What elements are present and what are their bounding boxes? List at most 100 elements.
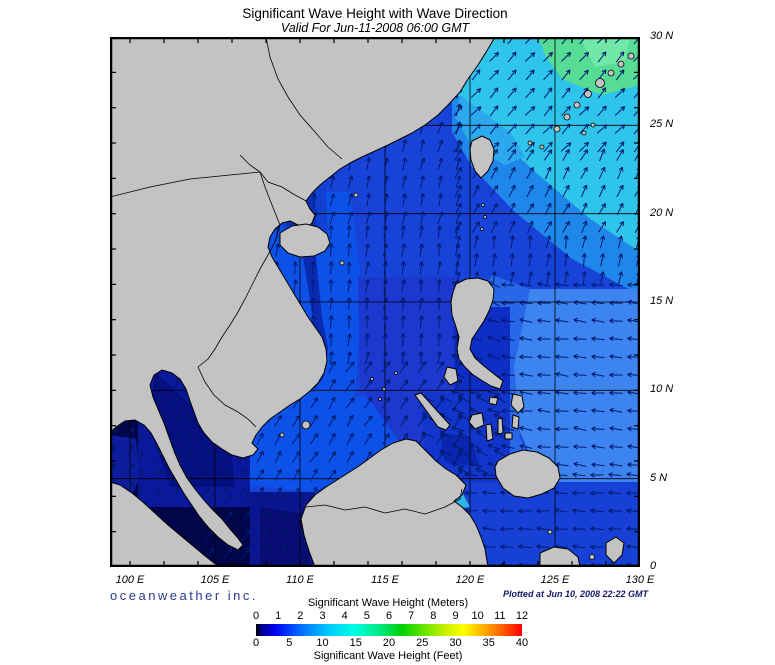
wave-direction-arrow [598,166,606,180]
wave-direction-arrow [136,450,144,464]
wave-direction-arrow [537,426,551,432]
feet-tick-35: 35 [482,637,495,649]
wave-direction-arrow [437,261,443,275]
land-masbate [488,396,499,406]
wave-direction-arrow [202,450,210,463]
wave-direction-arrow [519,336,533,341]
wave-direction-arrow [476,430,488,440]
wave-direction-arrow [597,221,607,233]
wave-direction-arrow [525,203,535,215]
wave-direction-arrow [400,415,408,427]
wave-direction-arrow [382,333,388,347]
wave-direction-arrow [597,141,607,153]
wave-direction-arrow [454,414,462,427]
ocean-region-java-sea-dark [260,507,310,567]
wave-direction-arrow [347,193,354,207]
lat-label-0: 0 [650,559,657,572]
wave-direction-arrow [383,193,389,207]
wave-direction-arrow [489,52,500,62]
wave-direction-arrow [364,225,370,239]
wave-direction-arrow [419,157,426,171]
wave-direction-arrow [436,379,444,391]
wave-direction-arrow [609,390,623,396]
wave-direction-arrow [525,69,535,81]
island-batanes-1 [481,203,485,207]
wave-direction-arrow [579,123,589,135]
wave-direction-arrow [579,69,589,81]
wave-direction-arrow [223,511,233,523]
wave-direction-arrow [438,193,443,207]
wave-direction-arrow [328,414,336,427]
wave-direction-arrow [136,468,144,482]
wave-direction-arrow [597,87,607,99]
wave-direction-arrow [537,444,551,450]
wave-direction-arrow [328,297,334,311]
wave-direction-arrow [599,148,606,162]
wave-direction-arrow [400,261,406,275]
wave-direction-arrow [537,390,551,396]
wave-direction-arrow [455,103,462,117]
meters-tick-7: 7 [408,610,415,622]
wave-direction-arrow [501,443,515,449]
wave-direction-arrow [435,397,445,409]
wave-direction-arrow [543,141,553,153]
island-spratly-3 [394,371,398,375]
wave-direction-arrow [255,469,265,481]
wave-direction-arrow [501,372,515,378]
wave-direction-arrow [363,433,373,445]
wave-direction-arrow [545,253,552,267]
wave-direction-arrow [591,390,605,396]
feet-tick-0: 0 [252,637,260,649]
wave-direction-arrow [173,432,180,446]
wave-direction-arrow [544,221,552,233]
lon-label-125-e: 125 E [540,574,570,586]
wave-direction-arrow [501,318,515,324]
wave-direction-arrow [420,139,426,153]
land-borneo [300,438,489,567]
wave-direction-arrow [437,175,443,189]
meters-tick-4: 4 [341,610,348,622]
island-ryukyu-1 [553,125,561,133]
legend-feet-title: Significant Wave Height (Feet) [313,650,463,662]
wave-direction-arrow [310,279,316,293]
wave-direction-arrow [475,395,488,403]
wave-direction-arrow [573,372,587,378]
wave-direction-arrow [616,221,624,233]
wave-direction-arrow [345,379,355,391]
wave-direction-arrow [470,88,482,98]
feet-tick-15: 15 [349,637,362,649]
wave-direction-arrow [475,467,489,475]
wave-direction-arrow [489,185,499,197]
wave-direction-arrow [400,351,406,365]
wave-direction-arrow [527,253,533,267]
wave-direction-arrow [400,315,406,329]
wave-direction-arrow [291,487,301,499]
wave-direction-arrow [366,157,372,171]
wave-direction-arrow [418,261,424,275]
wave-direction-arrow [383,297,389,311]
wave-direction-arrow [563,253,569,267]
map-title: Significant Wave Height with Wave Direct… [242,6,508,21]
wave-direction-arrow [608,490,622,496]
wave-direction-arrow [518,526,532,532]
wave-direction-arrow [492,253,498,267]
wave-direction-arrow [274,487,282,499]
feet-tick-40: 40 [515,637,529,649]
wave-direction-arrow [365,211,372,225]
wave-direction-arrow [507,123,517,135]
wave-direction-arrow [543,149,553,161]
wave-direction-arrow [256,432,264,446]
island-batanes-3 [480,227,484,231]
ocean-region-east-philippines-light [512,289,640,495]
wave-direction-arrow [328,351,334,365]
wave-direction-arrow [591,426,605,432]
wave-direction-arrow [518,544,532,550]
wave-direction-arrow [345,361,355,373]
wave-direction-arrow [573,282,587,288]
wave-direction-arrow [435,433,445,445]
feet-tick-10: 10 [316,637,329,649]
wave-direction-arrow [469,461,483,468]
wave-direction-arrow [455,225,461,239]
wave-direction-arrow [501,300,515,306]
wave-direction-arrow [509,235,515,249]
